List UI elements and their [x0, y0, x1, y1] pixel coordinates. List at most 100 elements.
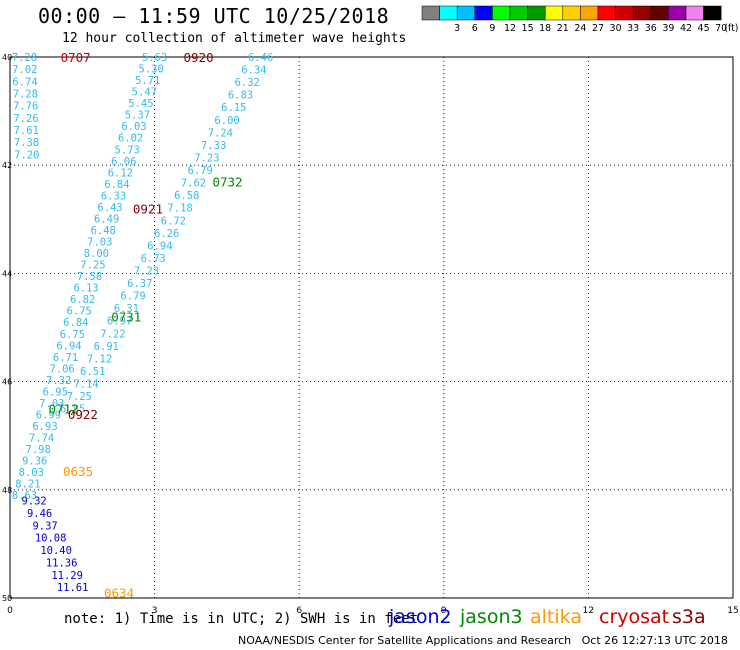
- swh-value-label: 9.36: [22, 456, 47, 468]
- swh-value-label: 7.22: [100, 328, 125, 340]
- swh-value-label: 6.72: [161, 215, 186, 227]
- swh-value-label: 6.93: [32, 421, 57, 433]
- swh-value-label: 7.33: [201, 140, 226, 152]
- scale-tick-label: 42: [680, 23, 692, 34]
- swh-value-label: 6.73: [141, 253, 166, 265]
- swh-value-label: 11.29: [51, 570, 83, 582]
- scale-tick-label: 30: [610, 23, 622, 34]
- pass-time-label: 0712: [49, 402, 79, 417]
- pass-time-label: 0707: [61, 50, 91, 65]
- swh-value-label: 11.61: [57, 582, 89, 594]
- swh-value-label: 9.46: [27, 508, 52, 520]
- gridlines: [10, 57, 733, 598]
- swh-value-label: 6.46: [248, 52, 273, 64]
- swh-value-label: 6.85: [60, 404, 85, 416]
- swh-value-label: 8.21: [15, 479, 40, 491]
- swh-value-label: 7.25: [80, 260, 105, 272]
- pass-time-label: 0922: [68, 407, 98, 422]
- swh-value-label: 6.06: [111, 156, 136, 168]
- swh-value-label: 7.26: [13, 113, 38, 125]
- swh-value-label: 7.23: [194, 152, 219, 164]
- chart-title: 00:00 – 11:59 UTC 10/25/2018: [38, 4, 390, 28]
- y-tick-label: 46: [2, 378, 12, 387]
- track-s3a: 5.635.305.715.475.455.376.036.025.736.06…: [12, 52, 167, 502]
- swh-value-label: 6.43: [97, 202, 122, 214]
- swh-value-label: 6.74: [12, 76, 37, 88]
- pass-time-label: 0731: [111, 310, 141, 325]
- swh-value-label: 7.74: [29, 433, 54, 445]
- legend-s3a: s3a: [672, 606, 706, 628]
- swh-value-label: 5.37: [125, 110, 150, 122]
- credit-line: NOAA/NESDIS Center for Satellite Applica…: [238, 634, 728, 647]
- swh-value-label: 9.37: [32, 520, 57, 532]
- x-tick-label: 6: [296, 606, 302, 616]
- scale-tick-label: 70: [715, 23, 727, 34]
- swh-value-label: 7.58: [77, 271, 102, 283]
- swh-value-label: 7.03: [39, 398, 64, 410]
- scale-tick-label: 18: [539, 23, 551, 34]
- swh-value-label: 5.47: [132, 87, 157, 99]
- swh-value-label: 5.45: [128, 98, 153, 110]
- swh-value-label: 6.49: [94, 213, 119, 225]
- pass-time-label: 0921: [133, 201, 163, 216]
- scale-tick-label: 3: [454, 23, 460, 34]
- swh-value-label: 6.13: [73, 283, 98, 295]
- scale-tick-label: 36: [645, 23, 657, 34]
- swh-value-label: 7.12: [87, 353, 112, 365]
- swh-value-label: 6.15: [221, 102, 246, 114]
- color-scale-legend: 3 6 9 12 15 18 21 24 27 30 33 36 39 42 45 70(ft): [421, 5, 739, 34]
- swh-value-label: 6.79: [188, 165, 213, 177]
- scale-swatch: [703, 5, 722, 21]
- swh-value-label: 6.33: [101, 190, 126, 202]
- footer-note: note: 1) Time is in UTC; 2) SWH is in fe…: [64, 611, 419, 627]
- swh-value-label: 6.12: [108, 167, 133, 179]
- swh-value-label: 7.28: [12, 52, 37, 64]
- swh-value-label: 10.40: [40, 545, 72, 557]
- x-tick-label: 0: [7, 606, 13, 616]
- swh-value-label: 7.02: [12, 64, 37, 76]
- legend-jason2: jason2: [389, 606, 452, 628]
- swh-value-label: 6.84: [104, 179, 129, 191]
- swh-value-label: 7.28: [13, 89, 38, 101]
- x-tick-label: 15: [727, 606, 738, 616]
- legend-jason3: jason3: [460, 606, 523, 628]
- scale-tick-label: 6: [472, 23, 478, 34]
- swh-value-label: 5.73: [115, 144, 140, 156]
- swh-value-label: 7.32: [46, 375, 71, 387]
- swh-value-label: 7.03: [87, 237, 112, 249]
- swh-value-label: 8.63: [12, 490, 37, 502]
- pass-time-label: 0920: [184, 50, 214, 65]
- scale-tick-label: 27: [592, 23, 604, 34]
- swh-value-label: 11.36: [46, 557, 78, 569]
- swh-value-label: 6.26: [154, 228, 179, 240]
- swh-value-label: 5.30: [139, 64, 164, 76]
- x-tick-label: 12: [583, 606, 594, 616]
- swh-value-label: 7.23: [134, 266, 159, 278]
- y-tick-label: 44: [2, 269, 12, 278]
- legend-altika: altika: [530, 606, 582, 628]
- swh-value-label: 6.94: [147, 240, 172, 252]
- scale-tick-label: 45: [698, 23, 710, 34]
- swh-value-label: 6.00: [214, 115, 239, 127]
- swh-value-label: 6.79: [120, 291, 145, 303]
- swh-value-label: 6.71: [53, 352, 78, 364]
- pass-time-label: 0732: [212, 174, 242, 189]
- swh-value-label: 8.00: [84, 248, 109, 260]
- swh-value-label: 6.75: [60, 329, 85, 341]
- swh-value-label: 6.51: [80, 366, 105, 378]
- swh-value-label: 7.18: [167, 203, 192, 215]
- track-cryosat: 6.466.346.326.836.156.007.247.337.236.79…: [60, 52, 273, 416]
- swh-value-label: 6.83: [228, 90, 253, 102]
- scale-tick-label: 24: [574, 23, 586, 34]
- y-tick-label: 42: [2, 161, 12, 170]
- swh-value-label: 5.71: [135, 75, 160, 87]
- swh-value-label: 7.20: [14, 149, 39, 161]
- swh-value-label: 7.76: [13, 101, 38, 113]
- y-tick-label: 48: [2, 486, 12, 495]
- swh-value-label: 6.84: [63, 317, 88, 329]
- swh-value-label: 6.94: [56, 340, 81, 352]
- scale-unit: (ft): [724, 23, 738, 34]
- swh-value-label: 8.03: [19, 467, 44, 479]
